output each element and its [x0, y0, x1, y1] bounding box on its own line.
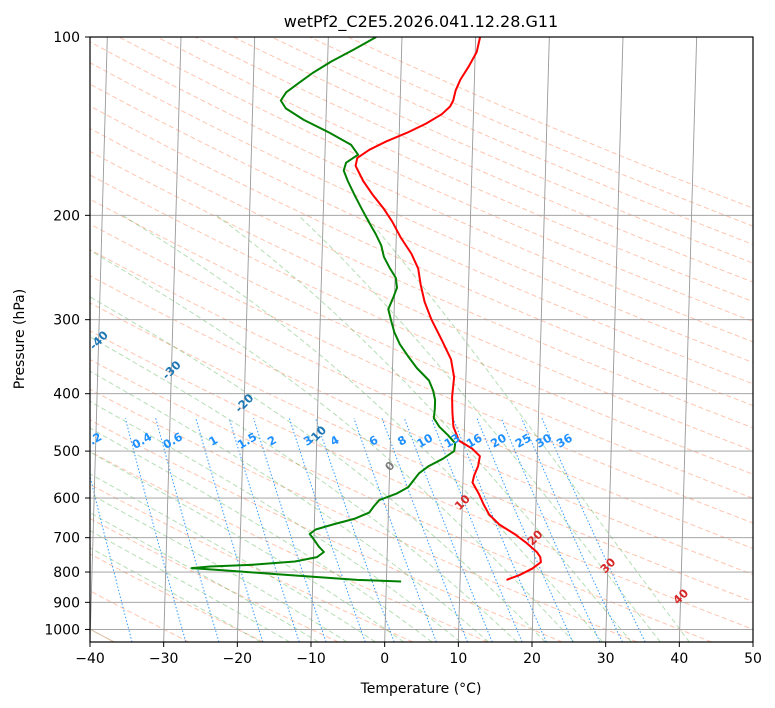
- moist-adiabat: [298, 214, 661, 642]
- x-axis: −40 −30 −20 −10 0 10 20 30 40 50: [75, 642, 762, 667]
- sounding-series: [190, 37, 542, 583]
- x-tick-label: 30: [597, 651, 615, 667]
- moist-adiabat: [90, 451, 404, 642]
- mixing-ratio-line: [500, 418, 601, 642]
- y-tick-label: 700: [53, 531, 80, 547]
- dry-adiabat: [90, 358, 712, 642]
- x-tick-label: 40: [670, 651, 688, 667]
- y-tick-label: 1000: [44, 622, 80, 638]
- dry-adiabat: [90, 590, 190, 642]
- x-tick-label: 20: [523, 651, 541, 667]
- isotherm: [457, 37, 477, 642]
- moist-adiabat: [90, 512, 319, 642]
- mixing-ratio-label: 25: [513, 431, 534, 451]
- dry-adiabat: [90, 451, 488, 642]
- mixing-ratio-label: 36: [554, 431, 575, 451]
- y-tick-label: 600: [53, 491, 80, 507]
- dry-adiabat: [90, 127, 753, 429]
- moist-adiabat: [90, 427, 433, 642]
- dewpoint-profile: [190, 37, 457, 583]
- isotherm: [384, 37, 403, 642]
- dry-adiabat: [194, 37, 753, 283]
- moist-adiabat: [90, 400, 461, 642]
- mixing-ratio-line: [521, 418, 623, 642]
- mixing-ratio-line: [381, 418, 468, 642]
- mixing-ratio-line: [228, 418, 300, 642]
- y-axis-label: Pressure (hPa): [12, 289, 28, 389]
- mixing-ratio-line: [253, 418, 327, 642]
- x-tick-label: 50: [744, 651, 762, 667]
- x-tick-label: 0: [380, 651, 389, 667]
- moist-adiabat: [215, 214, 632, 642]
- moist-adiabat: [90, 296, 546, 642]
- y-tick-label: 300: [53, 313, 80, 329]
- dry-adiabat: [90, 223, 753, 524]
- mixing-ratio-line: [541, 417, 646, 642]
- isotherm: [678, 37, 698, 642]
- isotherm: [90, 37, 108, 642]
- dry-adiabat: [90, 174, 753, 475]
- dry-adiabat: [90, 249, 753, 550]
- chart-title: wetPf2_C2E5.2026.041.12.28.G11: [284, 12, 558, 32]
- mixing-ratio-line: [430, 418, 523, 642]
- plot-frame: [89, 36, 754, 643]
- moist-adiabat: [90, 493, 348, 642]
- dry-adiabat: [90, 330, 753, 630]
- dry-adiabat: [156, 37, 753, 303]
- moist-adiabat: [364, 214, 690, 642]
- moist-adiabat: [90, 530, 290, 642]
- moist-adiabat: [90, 547, 262, 642]
- mixing-ratio-label: 10: [414, 431, 435, 451]
- x-tick-label: −20: [223, 651, 253, 667]
- dry-adiabat: [90, 419, 563, 642]
- y-axis: 100 200 300 400 500 600 700 800 900 1000: [44, 30, 90, 638]
- y-tick-label: 200: [53, 208, 80, 224]
- mixing-ratio-line: [124, 418, 187, 642]
- x-axis-label: Temperature (°C): [360, 681, 482, 697]
- y-tick-label: 800: [53, 565, 80, 581]
- mixing-ratio-line: [403, 418, 493, 642]
- dry-adiabat: [90, 302, 753, 603]
- isotherm: [531, 37, 550, 642]
- mixing-ratio-label: 13: [442, 431, 463, 451]
- mixing-ratio-lines: [90, 417, 646, 642]
- y-tick-label: 900: [53, 595, 80, 611]
- dry-adiabat: [90, 150, 753, 452]
- moist-adiabat: [122, 214, 603, 642]
- mixing-ratio-line: [195, 418, 264, 642]
- isotherm: [605, 37, 624, 642]
- moist-adiabat: [90, 249, 575, 642]
- dry-adiabats: [90, 37, 753, 642]
- x-tick-label: 10: [449, 651, 467, 667]
- plot-area: -100-90-80-70-60-50-40-30-20-10010203040…: [90, 37, 753, 642]
- isotherms: [90, 37, 753, 642]
- y-tick-label: 100: [53, 30, 80, 46]
- mixing-ratio-line: [155, 418, 220, 642]
- temperature-profile: [354, 37, 542, 581]
- isotherm: [236, 37, 256, 642]
- x-tick-label: −10: [296, 651, 326, 667]
- y-tick-label: 500: [53, 444, 80, 460]
- dry-adiabat: [90, 388, 638, 642]
- dry-adiabat: [90, 198, 753, 499]
- moist-adiabats: [90, 214, 690, 642]
- dry-adiabat: [90, 518, 339, 642]
- mixing-ratio-line: [476, 418, 574, 642]
- mixing-ratio-label: 20: [488, 431, 509, 451]
- x-tick-label: −40: [75, 651, 105, 667]
- pressure-gridlines: [90, 37, 753, 630]
- x-tick-label: −30: [149, 651, 179, 667]
- mixing-ratio-line: [353, 418, 437, 642]
- moist-adiabat: [90, 370, 489, 642]
- y-tick-label: 400: [53, 387, 80, 403]
- mixing-ratio-line: [90, 474, 133, 642]
- moist-adiabat: [90, 473, 376, 642]
- mixing-ratio-line: [452, 418, 547, 642]
- isotherm: [163, 37, 182, 642]
- mixing-ratio-label: 30: [533, 431, 554, 451]
- mixing-ratio-label: 16: [464, 431, 485, 451]
